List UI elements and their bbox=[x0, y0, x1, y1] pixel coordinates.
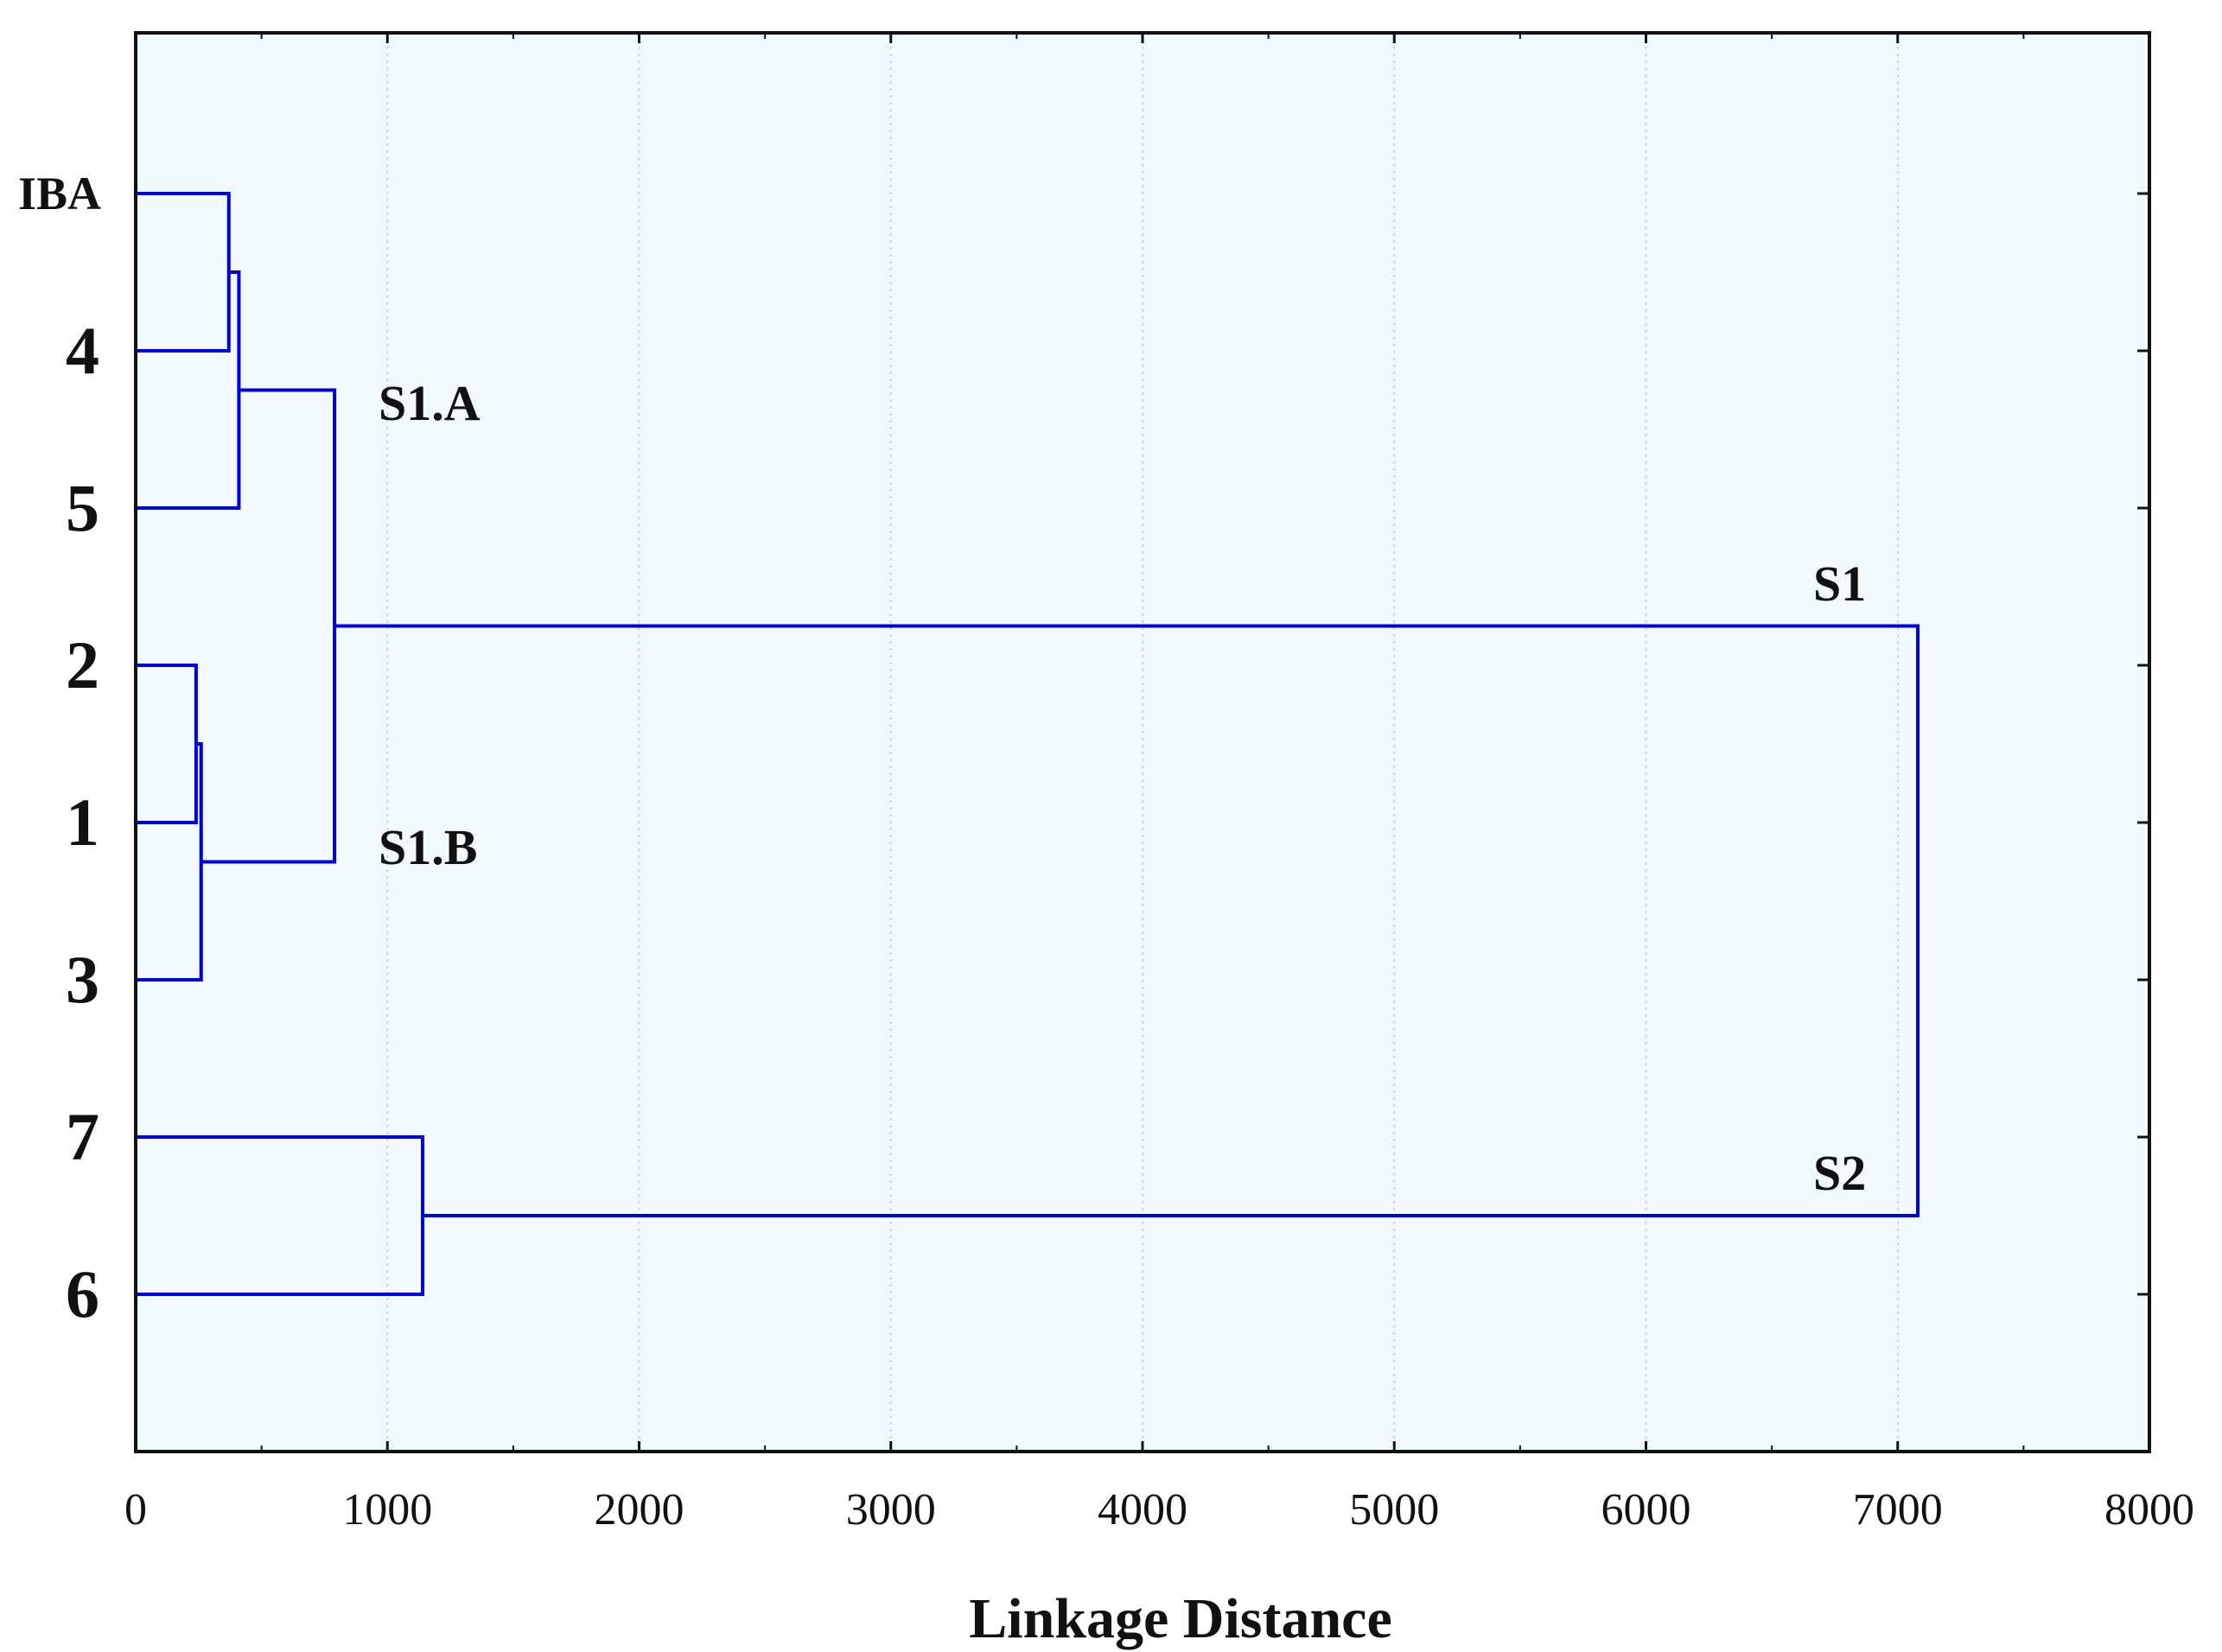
leaf-label: 2 bbox=[66, 627, 99, 702]
x-tick-label: 7000 bbox=[1853, 1485, 1943, 1534]
x-tick-label: 6000 bbox=[1601, 1485, 1691, 1534]
x-tick-label: 8000 bbox=[2104, 1485, 2194, 1534]
x-axis-title: Linkage Distance bbox=[969, 1587, 1392, 1650]
leaf-label: 3 bbox=[66, 942, 99, 1017]
leaf-label: 1 bbox=[66, 785, 99, 860]
x-tick-label: 4000 bbox=[1098, 1485, 1187, 1534]
leaf-label: 7 bbox=[66, 1099, 99, 1174]
leaf-label: 4 bbox=[66, 313, 99, 388]
x-tick-label: 3000 bbox=[846, 1485, 936, 1534]
leaf-label: 5 bbox=[66, 470, 99, 545]
x-tick-label: 1000 bbox=[342, 1485, 432, 1534]
plot-area bbox=[136, 33, 2149, 1452]
dendrogram-link bbox=[334, 624, 1920, 1217]
x-tick-label: 0 bbox=[124, 1485, 147, 1534]
cluster-label: S2 bbox=[1813, 1145, 1866, 1201]
leaf-label: 6 bbox=[66, 1256, 99, 1331]
plot-frame bbox=[134, 31, 2151, 1453]
x-tick-label: 2000 bbox=[595, 1485, 684, 1534]
x-tick-label: 5000 bbox=[1349, 1485, 1439, 1534]
dendrogram-link bbox=[201, 388, 337, 864]
cluster-label: S1 bbox=[1813, 556, 1866, 612]
cluster-label: S1.A bbox=[379, 375, 481, 431]
cluster-label: S1.B bbox=[379, 819, 477, 875]
leaf-label: IBA bbox=[18, 168, 101, 219]
